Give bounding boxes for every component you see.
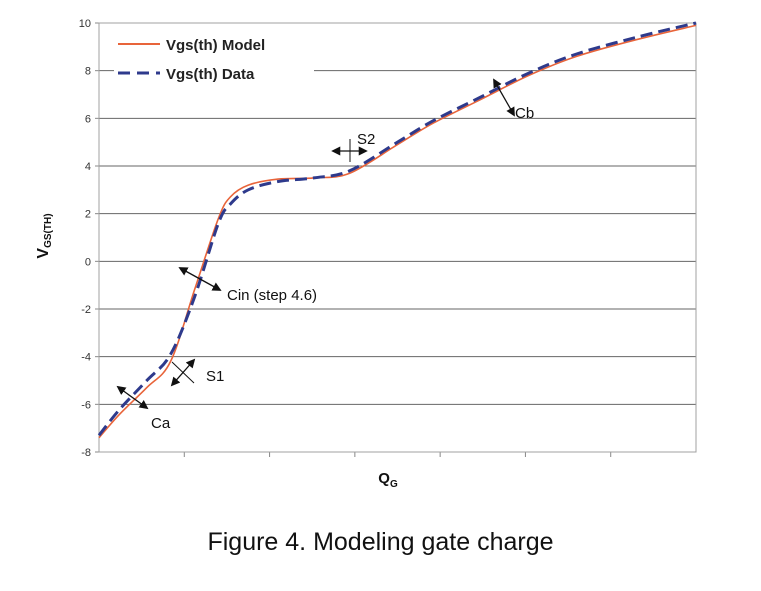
- annotation-s2-label: S2: [357, 131, 375, 148]
- legend-bg: [114, 62, 314, 84]
- annotation-ca: Ca: [116, 385, 171, 432]
- annotation-s2: S2: [331, 131, 375, 162]
- y-tick-label: 10: [79, 18, 91, 30]
- y-axis-label-main: V: [35, 248, 52, 259]
- y-tick-label: 2: [85, 209, 91, 221]
- series-data-line: [97, 21, 697, 437]
- y-tick-label: -2: [81, 304, 91, 316]
- grid-lines: [99, 22, 696, 453]
- gate-charge-chart: 10 8 6 4 2 0 -2 -4 -6 -8 Vgs(th) Model Vgs(th) Da…: [35, 18, 697, 490]
- svg-text:VGS(TH): VGS(TH): [35, 213, 54, 258]
- annotation-s1: S1: [170, 358, 224, 387]
- y-tick-labels: 10 8 6 4 2 0 -2 -4 -6 -8: [79, 18, 99, 459]
- series-model-line: [98, 24, 697, 439]
- y-axis-label: VGS(TH): [35, 213, 54, 258]
- annotation-s1-label: S1: [206, 368, 224, 385]
- y-tick-label: 0: [85, 256, 91, 268]
- legend-model-label: Vgs(th) Model: [166, 37, 265, 54]
- figure-caption: Figure 4. Modeling gate charge: [207, 528, 554, 556]
- annotations: Ca S1 Cin (step 4.6) S2 Cb: [116, 78, 534, 432]
- x-axis-label: QG: [378, 470, 398, 490]
- annotation-cb: Cb: [493, 78, 534, 122]
- y-tick-label: 6: [85, 113, 91, 125]
- y-tick-label: -6: [81, 399, 91, 411]
- series-lines: [97, 21, 697, 439]
- y-tick-label: 8: [85, 66, 91, 78]
- annotation-ca-label: Ca: [151, 415, 171, 432]
- x-axis-label-sub: G: [390, 479, 398, 490]
- legend-data-label: Vgs(th) Data: [166, 66, 255, 83]
- y-tick-label: -4: [81, 352, 91, 364]
- x-axis-label-main: Q: [378, 470, 390, 487]
- annotation-cin-label: Cin (step 4.6): [227, 287, 317, 304]
- plot-area: [98, 22, 697, 453]
- y-tick-label: 4: [85, 161, 91, 173]
- annotation-cin: Cin (step 4.6): [178, 267, 317, 304]
- x-tick-marks: [183, 452, 612, 457]
- y-tick-label: -8: [81, 447, 91, 459]
- legend: Vgs(th) Model Vgs(th) Data: [114, 37, 314, 84]
- annotation-cb-label: Cb: [515, 105, 534, 122]
- y-axis-label-sub: GS(TH): [43, 213, 54, 247]
